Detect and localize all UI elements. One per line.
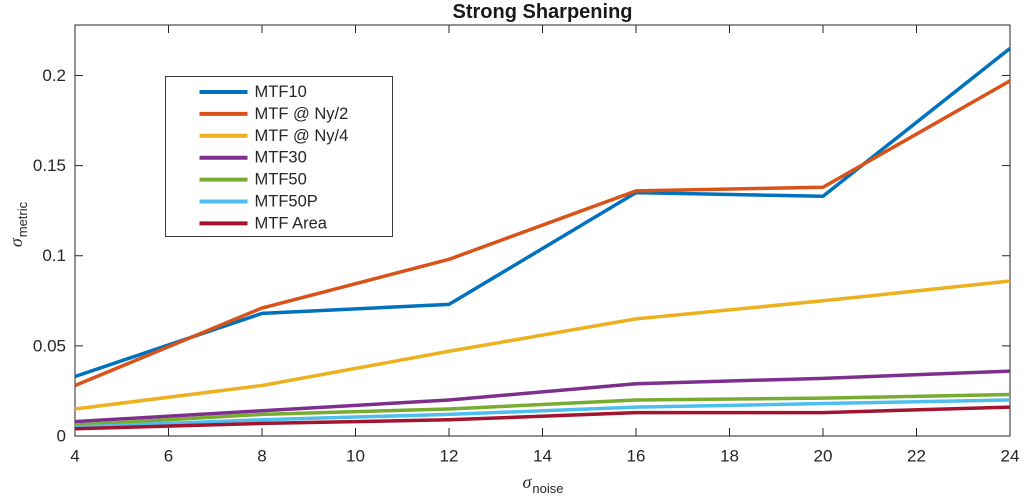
series-line-mtf-ny-4 <box>74 279 1011 411</box>
series-line-mtf10 <box>74 47 1012 379</box>
x-tick-label: 20 <box>814 447 833 466</box>
legend-item: MTF @ Ny/4 <box>199 127 349 145</box>
legend-item: MTF @ Ny/2 <box>199 105 349 123</box>
x-tick-label: 14 <box>533 447 552 466</box>
legend-label: MTF @ Ny/4 <box>255 127 349 145</box>
x-tick-label: 22 <box>907 447 926 466</box>
legend-item: MTF30 <box>199 149 307 167</box>
x-tick-label: 4 <box>70 447 79 466</box>
x-tick-label: 16 <box>627 447 646 466</box>
y-axis-label: σmetric <box>6 180 30 270</box>
x-tick-label: 18 <box>720 447 739 466</box>
x-axis-label: σnoise <box>75 472 1010 496</box>
legend-box <box>165 76 393 237</box>
legend-label: MTF50P <box>255 193 318 211</box>
series-line-mtf50p <box>74 398 1011 429</box>
y-tick-label: 0 <box>57 427 66 446</box>
x-tick-label: 8 <box>257 447 266 466</box>
x-tick-label: 24 <box>1001 447 1020 466</box>
legend-label: MTF @ Ny/2 <box>255 105 349 123</box>
legend-item: MTF50 <box>199 171 307 189</box>
series-line-mtf-area <box>74 405 1011 431</box>
legend-label: MTF30 <box>255 149 307 167</box>
chart-title: Strong Sharpening <box>452 1 633 23</box>
legend-item: MTF50P <box>199 193 318 211</box>
y-tick-label: 0.2 <box>42 66 66 85</box>
series-line-mtf30 <box>74 369 1011 424</box>
x-axis-label-subscript: noise <box>532 481 564 496</box>
legend-label: MTF50 <box>255 171 307 189</box>
x-tick-label: 6 <box>164 447 173 466</box>
legend: MTF10 MTF @ Ny/2 MTF @ Ny/4 MTF30 MTF50 MTF50… <box>165 76 393 237</box>
series-line-mtf-ny-2 <box>74 79 1011 388</box>
y-tick-label: 0.05 <box>33 336 66 355</box>
legend-item: MTF10 <box>199 83 307 101</box>
y-axis-label-subscript: metric <box>15 201 30 238</box>
legend-item: MTF Area <box>199 214 328 232</box>
y-tick-label: 0.15 <box>33 156 66 175</box>
sigma-symbol: σ <box>6 238 26 248</box>
legend-label: MTF10 <box>255 83 307 101</box>
sigma-symbol: σ <box>522 472 532 492</box>
y-tick-label: 0.1 <box>42 246 66 265</box>
x-tick-label: 12 <box>440 447 459 466</box>
x-tick-label: 10 <box>346 447 365 466</box>
legend-label: MTF Area <box>255 214 328 232</box>
series-line-mtf50 <box>74 392 1011 427</box>
